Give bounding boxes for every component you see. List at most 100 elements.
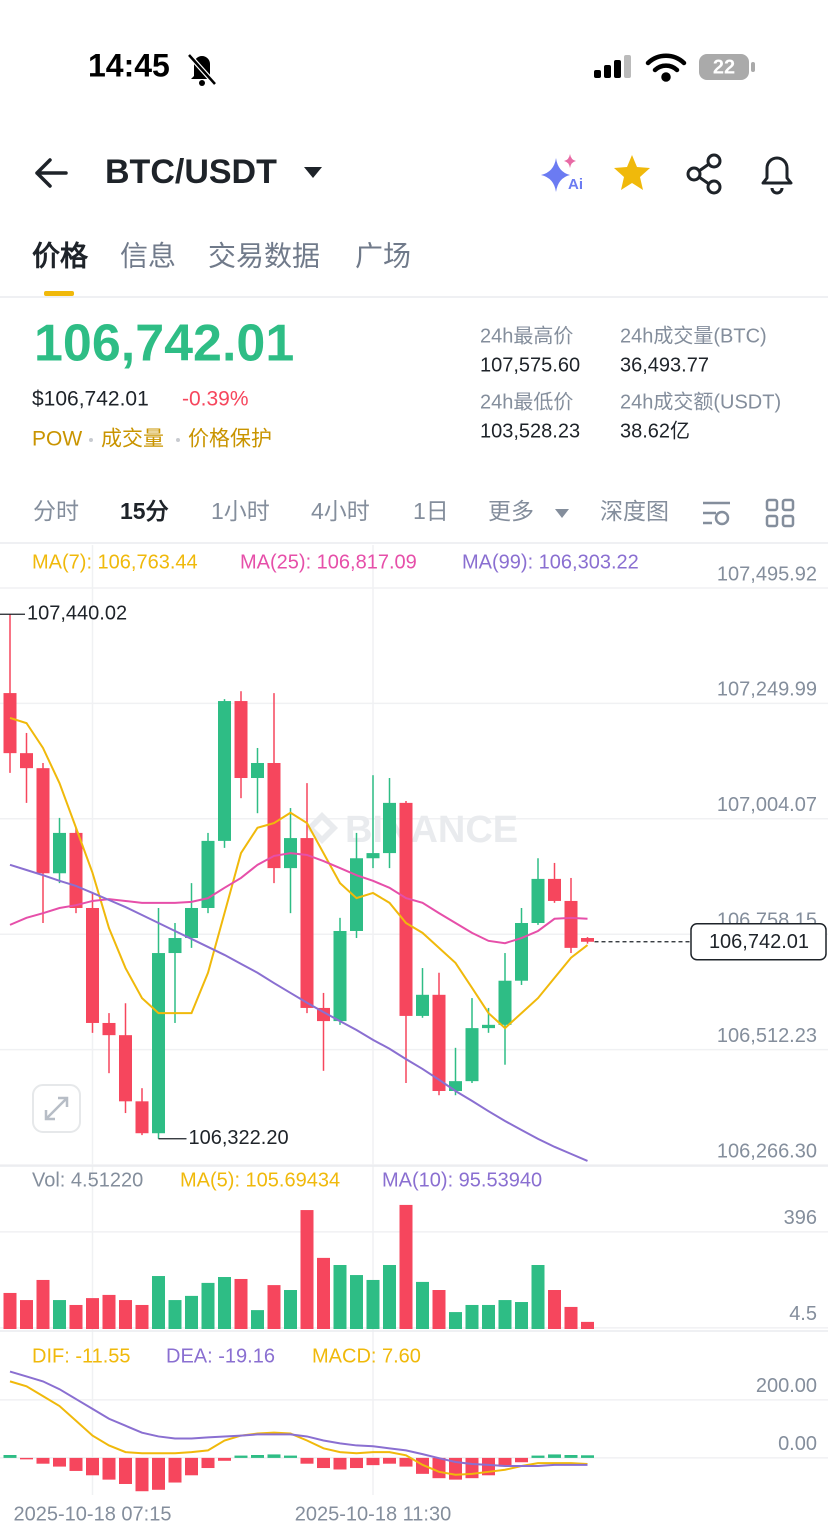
legend-item: MA(25): 106,817.09 (240, 551, 417, 573)
candle-body (432, 994, 446, 1091)
volume-bar (168, 1300, 182, 1329)
candle-body (267, 762, 281, 869)
macd-bar (3, 1455, 17, 1458)
macd-bar (366, 1457, 380, 1466)
stat-label: 24h成交量(BTC) (620, 324, 767, 347)
share-button[interactable] (686, 153, 722, 195)
legend-item: DEA: -19.16 (166, 1345, 275, 1367)
volume-bar (333, 1264, 347, 1329)
fullscreen-button[interactable] (32, 1084, 81, 1133)
volume-bar (350, 1275, 363, 1329)
macd-bar (548, 1454, 561, 1458)
ai-badge: Ai (568, 176, 583, 193)
volume-bar (531, 1264, 545, 1329)
pair-title[interactable]: BTC/USDT (105, 153, 277, 191)
volume-bar (432, 1290, 446, 1329)
interval[interactable]: 更多 (488, 498, 534, 524)
stat-value: 38.62亿 (620, 419, 690, 442)
layout-button[interactable] (765, 498, 795, 528)
interval[interactable]: 深度图 (600, 498, 669, 524)
tag[interactable]: 成交量 (101, 428, 164, 451)
signal-icon (594, 55, 631, 78)
macd-bar (350, 1457, 363, 1469)
stat-label: 24h成交额(USDT) (620, 390, 781, 413)
volume-bar (102, 1294, 116, 1329)
tab-indicator (44, 291, 74, 296)
indicator-settings[interactable] (703, 501, 730, 526)
favorite-button[interactable] (614, 155, 650, 190)
tab[interactable]: 交易数据 (208, 240, 320, 271)
ma-line (9, 716, 589, 1030)
volume-bar (201, 1282, 215, 1329)
candle-body (168, 938, 182, 954)
interval[interactable]: 1日 (413, 498, 449, 524)
volume-bar (482, 1304, 495, 1329)
tab[interactable]: 价格 (32, 240, 89, 271)
candle-body (201, 840, 215, 908)
legend-item: MA(10): 95.53940 (382, 1169, 542, 1191)
macd-bar (383, 1457, 396, 1464)
macd-bar (168, 1457, 182, 1483)
interval[interactable]: 15分 (120, 498, 169, 524)
candle-body (36, 768, 50, 874)
volume-bar (498, 1300, 512, 1329)
interval[interactable]: 4小时 (311, 498, 370, 524)
candle-body (53, 832, 66, 874)
stat-label: 24h最低价 (480, 390, 573, 413)
x-tick-label: 2025-10-18 11:30 (295, 1503, 451, 1525)
last-price-box (690, 923, 827, 961)
candle-body (135, 1101, 149, 1134)
candle-body (234, 701, 248, 779)
volume-bar (284, 1290, 297, 1329)
ai-button[interactable]: Ai (541, 154, 583, 193)
volume-bar (152, 1276, 165, 1329)
macd-bar (152, 1457, 165, 1490)
candle-body (185, 907, 198, 939)
pair-dropdown[interactable] (304, 167, 322, 178)
candle-body (86, 907, 99, 1023)
interval[interactable]: 1小时 (211, 498, 270, 524)
macd-line (9, 1380, 588, 1476)
alert-button[interactable] (761, 156, 793, 195)
macd-bar (36, 1457, 50, 1464)
tab[interactable]: 广场 (355, 240, 411, 271)
candle-body (251, 762, 264, 779)
volume-bar (317, 1257, 330, 1329)
macd-bar (251, 1455, 264, 1458)
legend-item: DIF: -11.55 (32, 1345, 131, 1367)
candle-body (465, 1028, 479, 1082)
candle-body (515, 923, 528, 981)
candle-body (69, 832, 83, 908)
price-change: -0.39% (182, 388, 249, 411)
candle-body (449, 1081, 462, 1091)
macd-bar (20, 1457, 33, 1460)
battery-icon: 22 (699, 54, 755, 80)
separator (176, 438, 180, 442)
ma-line (9, 863, 588, 1162)
annotation: 106,322.20 (189, 1127, 289, 1149)
volume-bar (36, 1279, 50, 1329)
y-tick-label: 396 (784, 1207, 817, 1229)
battery-level: 22 (713, 56, 735, 78)
volume-bar (465, 1304, 479, 1329)
volume-bar (449, 1312, 462, 1329)
candle-body (531, 878, 545, 924)
stat-value: 107,575.60 (480, 354, 580, 376)
macd-bar (53, 1457, 66, 1467)
macd-bar (69, 1457, 83, 1471)
legend-item: MA(99): 106,303.22 (462, 551, 639, 573)
volume-bar (366, 1279, 380, 1329)
y-tick-label: 106,266.30 (717, 1140, 817, 1162)
macd-bar (86, 1457, 99, 1476)
mute-icon (187, 53, 217, 86)
back-button[interactable] (35, 158, 68, 188)
candle-body (366, 853, 380, 859)
interval[interactable]: 分时 (33, 498, 79, 524)
tab[interactable]: 信息 (120, 240, 176, 271)
last-price: 106,742.01 (34, 315, 294, 373)
tag[interactable]: POW (32, 428, 82, 451)
macd-bar (185, 1457, 198, 1476)
more-dropdown[interactable] (555, 509, 569, 518)
tag[interactable]: 价格保护 (188, 428, 272, 451)
